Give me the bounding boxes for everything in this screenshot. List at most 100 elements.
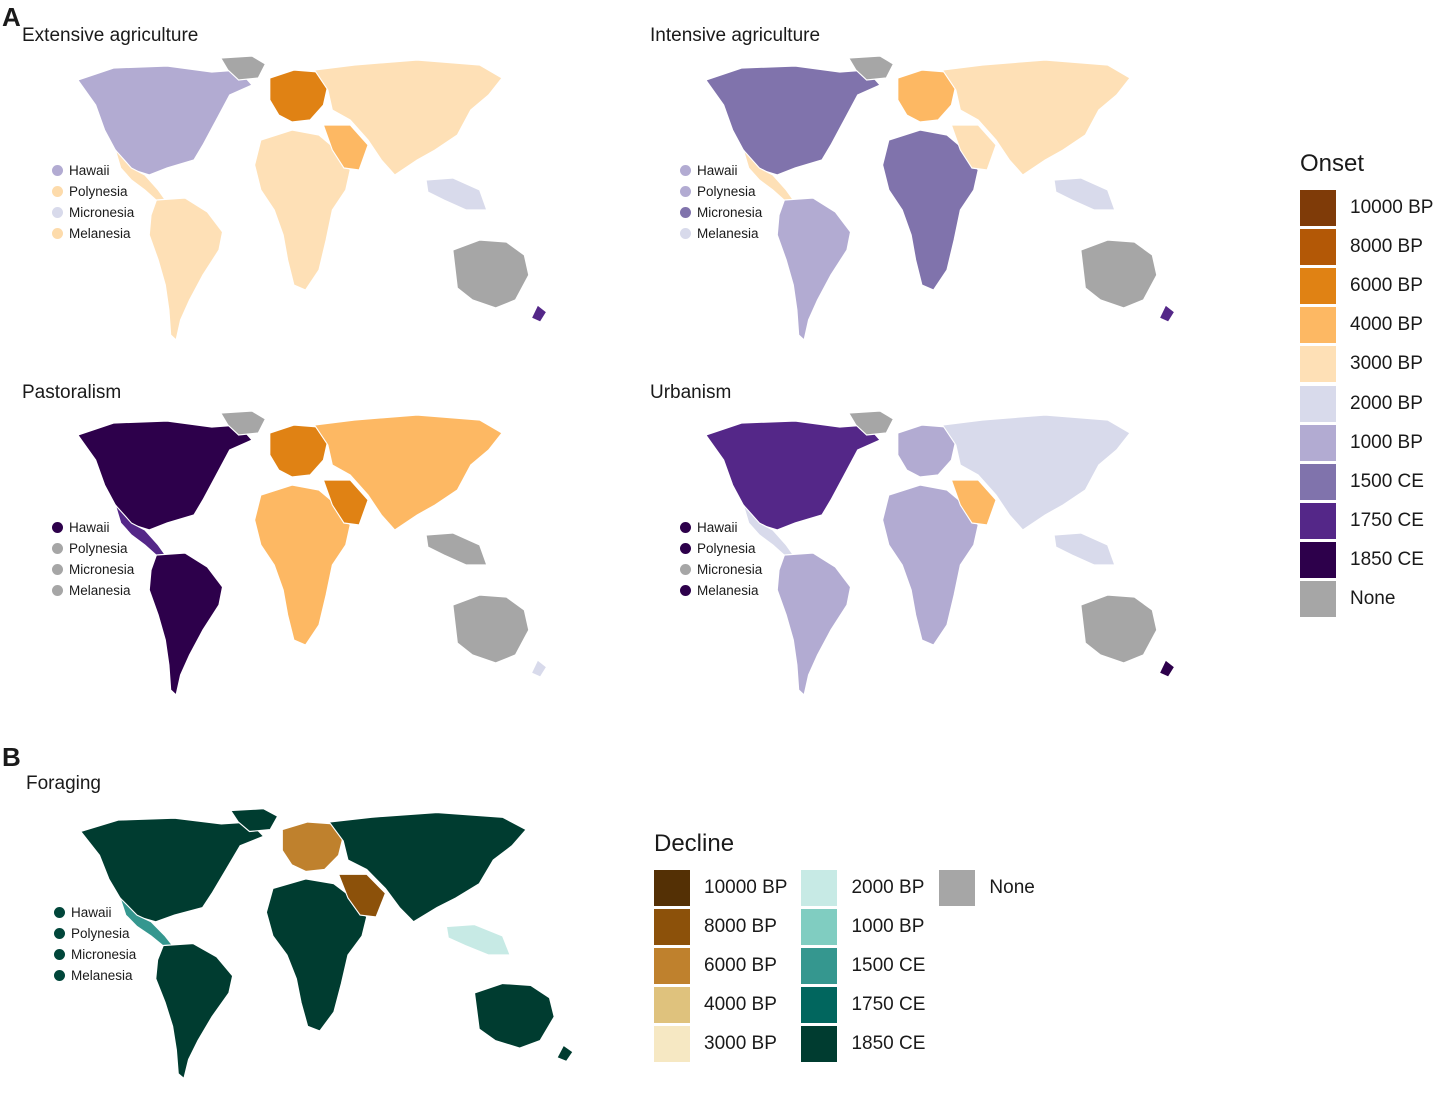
legend-item: 6000 BP <box>654 946 787 985</box>
legend-swatch <box>1300 385 1336 422</box>
region-sa <box>776 552 852 697</box>
island-name: Polynesia <box>697 184 756 199</box>
region-eu <box>281 821 344 872</box>
island-legend-item: Melanesia <box>54 965 136 986</box>
legend-label: 10000 BP <box>1350 196 1434 218</box>
legend-swatch <box>1300 346 1336 383</box>
island-legend-item: Polynesia <box>52 181 134 202</box>
island-legend-extensive: Hawaii Polynesia Micronesia Melanesia <box>52 160 134 244</box>
world-map-svg <box>76 55 548 342</box>
map-title-intensive: Intensive agriculture <box>650 25 821 46</box>
island-legend-item: Micronesia <box>680 559 762 580</box>
world-map-pastoralism <box>60 405 560 705</box>
island-dot-icon <box>680 543 691 554</box>
region-na <box>704 65 881 176</box>
legend-item: 1850 CE <box>801 1024 925 1063</box>
region-as <box>328 811 527 923</box>
legend-item: 8000 BP <box>1300 227 1440 266</box>
island-name: Polynesia <box>69 184 128 199</box>
legend-label: None <box>989 876 1035 898</box>
region-au <box>452 594 530 664</box>
legend-label: None <box>1350 588 1396 610</box>
island-dot-icon <box>680 186 691 197</box>
legend-label: 2000 BP <box>1350 392 1423 414</box>
island-name: Micronesia <box>69 205 135 220</box>
legend-item: 1000 BP <box>801 907 925 946</box>
island-dot-icon <box>52 165 63 176</box>
island-legend-item: Polynesia <box>54 923 136 944</box>
island-dot-icon <box>680 522 691 533</box>
island-name: Hawaii <box>697 520 738 535</box>
region-au <box>1080 594 1158 664</box>
region-au <box>452 239 530 309</box>
panel-label-b: B <box>2 742 21 772</box>
island-name: Melanesia <box>69 226 131 241</box>
world-map-svg <box>79 808 574 1080</box>
island-legend-item: Polynesia <box>680 538 762 559</box>
legend-label: 1850 CE <box>851 1032 926 1054</box>
legend-label: 2000 BP <box>851 876 925 898</box>
region-sea <box>425 532 488 566</box>
region-sa <box>155 943 234 1080</box>
region-sea <box>1053 532 1116 566</box>
legend-label: 6000 BP <box>1350 274 1423 296</box>
island-dot-icon <box>54 970 65 981</box>
island-legend-item: Micronesia <box>54 944 136 965</box>
map-title-extensive: Extensive agriculture <box>22 25 199 46</box>
legend-label: 6000 BP <box>704 954 777 976</box>
island-name: Micronesia <box>697 562 763 577</box>
island-dot-icon <box>54 928 65 939</box>
legend-swatch <box>654 908 690 945</box>
region-sea <box>425 177 488 211</box>
region-eu <box>897 424 957 478</box>
island-legend-item: Hawaii <box>52 517 134 538</box>
legend-label: 1750 CE <box>1350 510 1424 532</box>
legend-item: 6000 BP <box>1300 266 1440 305</box>
island-legend-item: Melanesia <box>52 223 134 244</box>
region-na <box>76 65 253 176</box>
onset-legend: Onset 10000 BP 8000 BP 6000 BP 4000 BP 3000 … <box>1300 150 1440 619</box>
island-dot-icon <box>52 186 63 197</box>
world-map-intensive <box>688 50 1188 350</box>
legend-swatch <box>801 986 838 1023</box>
island-name: Hawaii <box>69 520 110 535</box>
island-name: Polynesia <box>697 541 756 556</box>
region-me <box>950 124 997 171</box>
region-nz <box>1158 659 1176 678</box>
legend-swatch <box>1300 503 1336 540</box>
island-name: Melanesia <box>71 968 133 983</box>
decline-legend: Decline 10000 BP 8000 BP 6000 BP 4000 BP 300… <box>654 830 1049 1063</box>
world-map-foraging <box>62 803 587 1088</box>
legend-label: 1750 CE <box>851 993 926 1015</box>
region-gr <box>847 410 895 436</box>
region-me <box>322 479 369 526</box>
island-dot-icon <box>52 522 63 533</box>
legend-label: 10000 BP <box>704 876 788 898</box>
region-gr <box>229 808 279 833</box>
island-legend-item: Hawaii <box>680 517 762 538</box>
legend-label: 1500 CE <box>851 954 926 976</box>
legend-swatch <box>654 1025 690 1062</box>
island-legend-item: Micronesia <box>52 559 134 580</box>
island-name: Micronesia <box>69 562 135 577</box>
island-dot-icon <box>52 207 63 218</box>
legend-item: 4000 BP <box>654 985 787 1024</box>
legend-label: 8000 BP <box>704 915 777 937</box>
region-gr <box>219 55 267 81</box>
legend-item: 10000 BP <box>654 868 787 907</box>
legend-label: 1850 CE <box>1350 549 1424 571</box>
region-gr <box>847 55 895 81</box>
island-legend-item: Polynesia <box>52 538 134 559</box>
region-me <box>950 479 997 526</box>
region-as <box>313 414 503 531</box>
legend-item: 1000 BP <box>1300 423 1440 462</box>
island-dot-icon <box>54 949 65 960</box>
legend-item: 1500 CE <box>1300 462 1440 501</box>
island-dot-icon <box>680 207 691 218</box>
island-legend-intensive: Hawaii Polynesia Micronesia Melanesia <box>680 160 762 244</box>
region-nz <box>556 1044 574 1063</box>
legend-swatch <box>654 947 690 984</box>
island-name: Polynesia <box>71 926 130 941</box>
island-dot-icon <box>52 543 63 554</box>
legend-item: 1750 CE <box>1300 502 1440 541</box>
